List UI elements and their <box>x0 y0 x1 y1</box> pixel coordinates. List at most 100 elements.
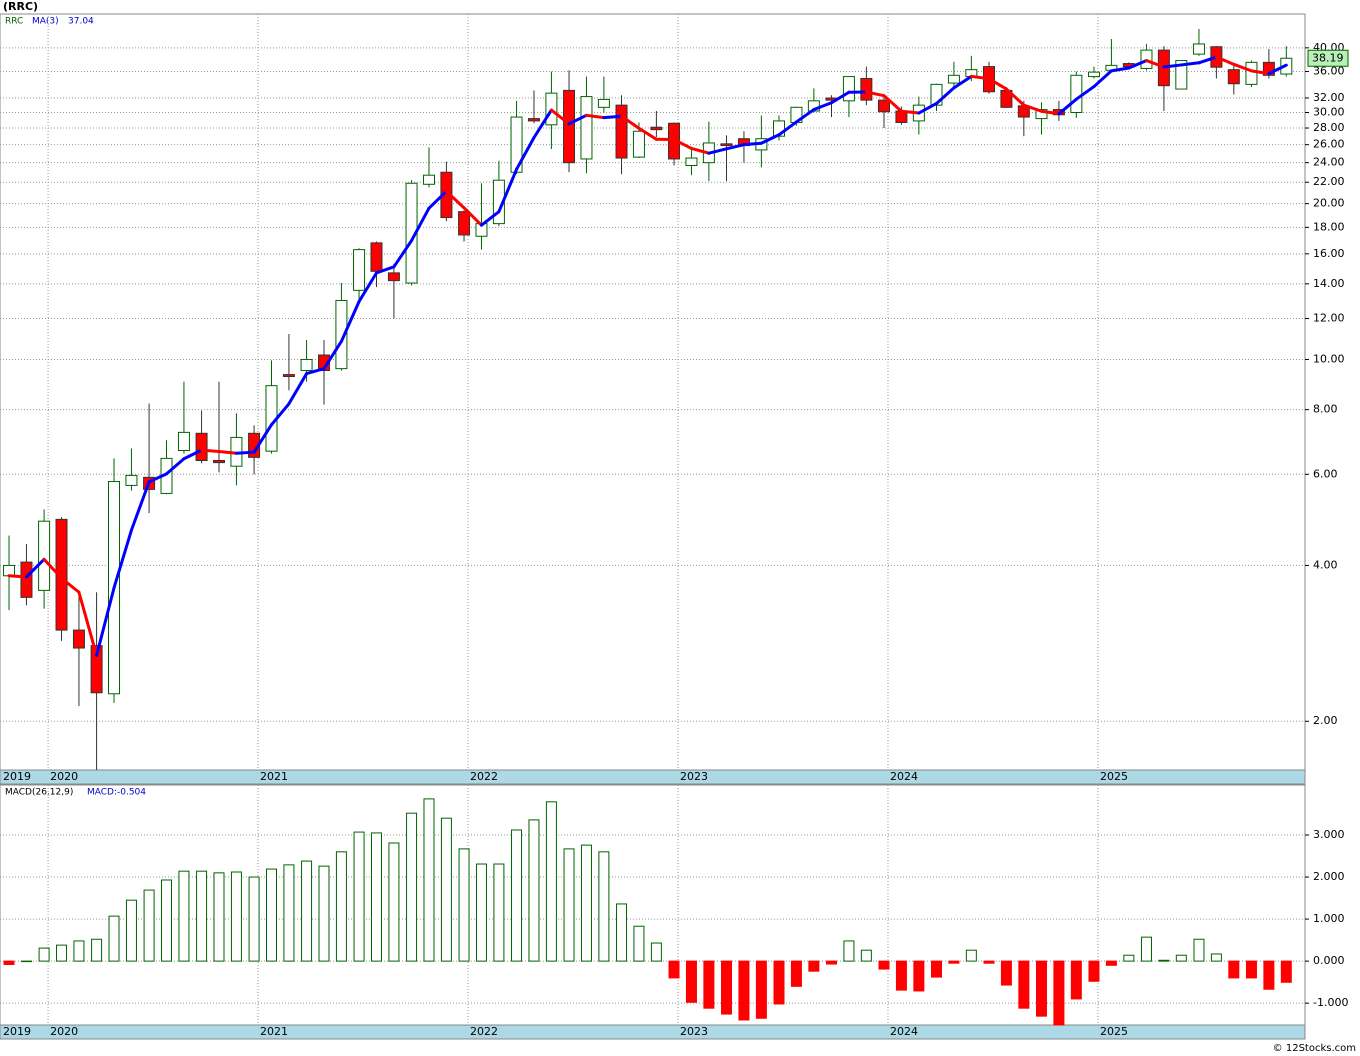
chart-title: (RRC) <box>3 0 38 13</box>
macd-bar <box>1263 960 1275 990</box>
candle-body <box>877 99 890 113</box>
candle-body <box>615 104 628 159</box>
macd-bar <box>598 851 610 962</box>
ma-line <box>934 86 956 105</box>
macd-bar <box>930 960 942 978</box>
macd-bar <box>423 798 435 962</box>
ma-line <box>725 143 746 151</box>
macd-bar <box>196 870 208 962</box>
ma-line <box>620 114 641 130</box>
candle-body <box>38 520 51 591</box>
ma-line <box>1092 69 1113 89</box>
legend-ma: MA(3) <box>32 17 59 27</box>
ma-line <box>689 146 711 155</box>
macd-bar <box>616 903 628 962</box>
macd-bar <box>1018 960 1030 1009</box>
ma-line <box>812 101 834 112</box>
legend-symbol: RRC <box>5 17 23 27</box>
candle-body <box>335 299 348 370</box>
candle-body <box>213 459 226 464</box>
price-date-band <box>0 769 1306 785</box>
ma-line <box>759 133 781 145</box>
ma-line <box>882 94 903 113</box>
macd-bar <box>161 879 173 962</box>
macd-bar <box>283 864 295 962</box>
ma-line <box>1162 63 1183 69</box>
candle-body <box>422 174 435 185</box>
x-tick-label: 2021 <box>260 770 288 783</box>
ma-line <box>392 239 414 269</box>
ma-line <box>234 450 256 455</box>
ma-line <box>969 74 991 81</box>
candle-body <box>1227 69 1240 85</box>
macd-bar <box>125 899 137 962</box>
candle-body <box>3 564 16 577</box>
ma-line <box>602 114 624 120</box>
macd-bar <box>493 863 505 962</box>
ma-line <box>1022 103 1043 113</box>
candle-body <box>1262 61 1275 76</box>
macd-bar <box>685 960 697 1003</box>
macd-bar <box>826 960 838 965</box>
macd-bar <box>773 960 785 1005</box>
y-tick-label: 2.000 <box>1313 870 1345 883</box>
candle-body <box>947 74 960 84</box>
macd-bar <box>38 947 50 962</box>
macd-bar <box>56 944 68 962</box>
macd-bar <box>1175 954 1187 962</box>
candle-body <box>1035 109 1048 120</box>
ma-line <box>112 528 133 590</box>
macd-legend-value: -0.504 <box>117 788 146 798</box>
y-tick-label: 2.00 <box>1313 714 1338 727</box>
ma-line <box>1179 61 1201 67</box>
macd-bar <box>20 960 32 963</box>
macd-bar <box>3 960 15 965</box>
y-tick-label: 4.00 <box>1313 558 1338 571</box>
candle-body <box>1192 43 1205 55</box>
macd-bar <box>965 949 977 962</box>
candle-body <box>860 78 873 101</box>
candle-body <box>55 518 68 631</box>
candle-body <box>685 157 698 166</box>
y-tick-label: 26.00 <box>1313 138 1345 151</box>
ma-line <box>200 448 221 454</box>
macd-bar <box>1158 959 1170 962</box>
macd-bar <box>1228 960 1240 979</box>
ma-line <box>1144 59 1166 69</box>
ma-line <box>864 90 886 98</box>
ma-line <box>305 367 326 376</box>
x-tick-label: 2023 <box>680 1025 708 1038</box>
ma-line <box>1232 62 1253 73</box>
macd-bar <box>948 960 960 964</box>
y-tick-label: 12.00 <box>1313 311 1345 324</box>
y-tick-label: 10.00 <box>1313 352 1345 365</box>
macd-bar <box>230 871 242 962</box>
y-tick-label: 20.00 <box>1313 197 1345 210</box>
ma-line <box>567 113 588 126</box>
macd-legend: MACD: <box>87 788 117 798</box>
ma-line <box>549 108 571 126</box>
macd-bar <box>528 819 540 962</box>
macd-bar <box>790 960 802 987</box>
y-tick-label: 14.00 <box>1313 277 1345 290</box>
macd-bar <box>1105 960 1117 966</box>
y-tick-label: 1.000 <box>1313 912 1345 925</box>
ma-line <box>899 109 921 115</box>
x-tick-label: 2024 <box>890 1025 918 1038</box>
macd-bar <box>388 842 400 962</box>
x-tick-label: 2020 <box>50 1025 78 1038</box>
ma-line <box>147 472 169 484</box>
ma-line <box>287 372 309 406</box>
ma-line <box>777 120 798 137</box>
ma-line <box>1057 97 1078 116</box>
x-tick-label: 2022 <box>470 1025 498 1038</box>
candle-body <box>580 96 593 160</box>
ma-line <box>952 74 973 90</box>
y-tick-label: 28.00 <box>1313 121 1345 134</box>
macd-bar <box>1245 960 1257 979</box>
macd-bar <box>563 848 575 962</box>
macd-bar <box>1000 960 1012 986</box>
macd-bar <box>91 938 103 962</box>
macd-bar <box>633 925 645 962</box>
ma-line <box>269 402 291 427</box>
